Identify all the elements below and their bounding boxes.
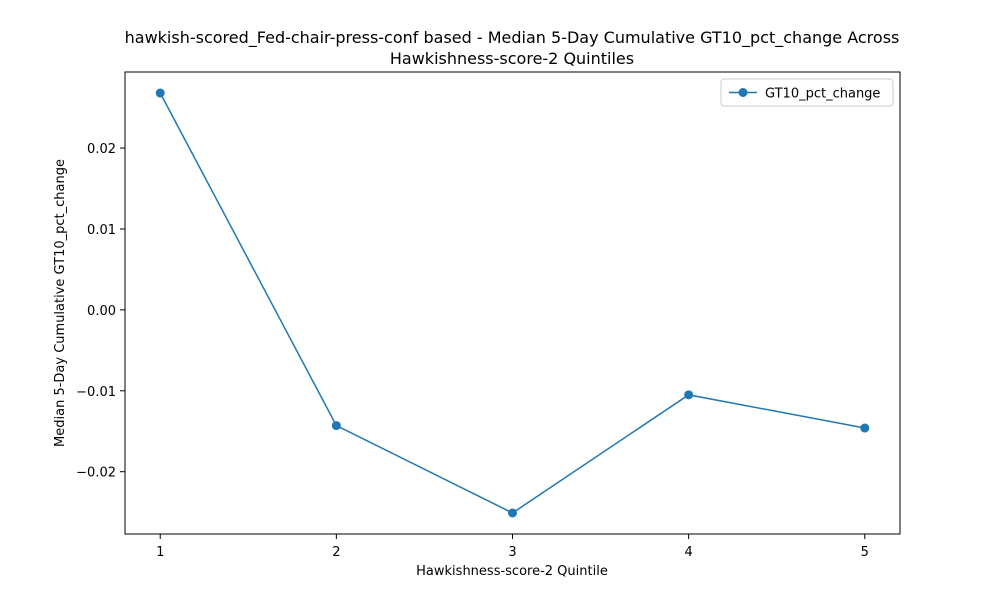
x-axis-ticks: 1 2 3 4 5 <box>156 534 869 560</box>
y-tick-label: 0.02 <box>87 142 116 157</box>
chart-title-line-2: Hawkishness-score-2 Quintiles <box>390 49 634 68</box>
x-tick-label: 1 <box>156 545 164 560</box>
y-axis-ticks: −0.02 −0.01 0.00 0.01 0.02 <box>76 142 125 481</box>
x-tick-label: 5 <box>861 545 869 560</box>
legend-box <box>720 78 894 107</box>
legend-marker-swatch <box>738 88 748 97</box>
x-axis-label: Hawkishness-score-2 Quintile <box>416 564 608 579</box>
chart-title-line-1: hawkish-scored_Fed-chair-press-conf base… <box>125 28 900 48</box>
y-tick-label: −0.02 <box>76 466 116 481</box>
data-point <box>331 421 341 431</box>
data-point <box>155 88 165 98</box>
plot-frame <box>124 71 901 535</box>
legend-label: GT10_pct_change <box>765 87 880 102</box>
data-point <box>860 423 870 433</box>
plot-area <box>125 72 900 534</box>
y-tick-label: 0.00 <box>87 304 116 319</box>
series-layer <box>155 88 870 518</box>
x-tick-label: 3 <box>508 545 516 560</box>
y-tick-label: −0.01 <box>76 385 116 400</box>
y-axis-label: Median 5-Day Cumulative GT10_pct_change <box>53 159 68 447</box>
x-tick-label: 2 <box>332 545 340 560</box>
x-tick-label: 4 <box>684 545 692 560</box>
data-point <box>684 390 694 400</box>
data-point <box>508 508 517 518</box>
legend: GT10_pct_change <box>720 78 894 107</box>
y-tick-label: 0.01 <box>87 223 116 238</box>
